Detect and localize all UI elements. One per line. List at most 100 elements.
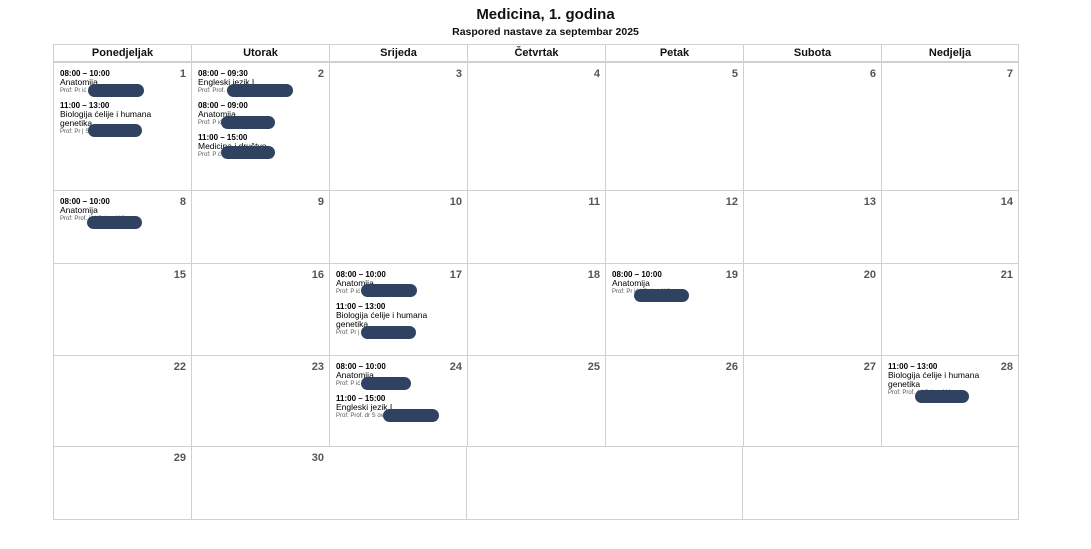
class-event[interactable]: 08:00 – 09:30 Engleski jezik I Prof: Pro… bbox=[198, 69, 309, 97]
day-cell[interactable]: 14 bbox=[881, 190, 1019, 264]
day-cell[interactable]: 24 08:00 – 10:00 Anatomija Prof: P ić | … bbox=[329, 355, 468, 447]
class-event[interactable]: 08:00 – 09:00 Anatomija Prof: P ić | Sob… bbox=[198, 101, 309, 129]
day-number: 7 bbox=[1006, 68, 1013, 80]
day-number: 15 bbox=[173, 269, 186, 281]
event-professor-room: Prof: Prof. ć | Soba: 111 bbox=[888, 389, 998, 403]
class-event[interactable]: 11:00 – 15:00 Engleski jezik I Prof: Pro… bbox=[336, 394, 447, 422]
weekday-header: Nedjelja bbox=[881, 44, 1019, 62]
event-professor-room: Prof: Prof. dr dović | Soba: 312 bbox=[198, 84, 318, 97]
day-cell[interactable]: 23 bbox=[191, 355, 330, 447]
event-time: 11:00 – 13:00 bbox=[60, 101, 110, 110]
day-cell[interactable]: 5 bbox=[605, 62, 744, 191]
day-number: 23 bbox=[311, 361, 324, 373]
day-number: 20 bbox=[863, 269, 876, 281]
day-cell[interactable]: 16 bbox=[191, 263, 330, 356]
day-cell[interactable]: 2 08:00 – 09:30 Engleski jezik I Prof: P… bbox=[191, 62, 330, 191]
day-cell[interactable]: 13 bbox=[743, 190, 882, 264]
event-time: 11:00 – 15:00 bbox=[336, 394, 386, 403]
day-cell[interactable]: 19 08:00 – 10:00 Anatomija Prof: Pr ić |… bbox=[605, 263, 744, 356]
day-cell[interactable]: 29 bbox=[53, 446, 192, 520]
event-time: 08:00 – 10:00 bbox=[336, 362, 386, 371]
day-number: 5 bbox=[731, 68, 738, 80]
event-subject: Biologija ćelije i humana genetika bbox=[888, 370, 980, 389]
class-event[interactable]: 08:00 – 10:00 Anatomija Prof: Prof. ić |… bbox=[60, 197, 171, 229]
day-number: 16 bbox=[311, 269, 324, 281]
calendar-grid: Ponedjeljak Utorak Srijeda Četvrtak Peta… bbox=[53, 44, 1019, 520]
event-professor-room: Prof: P ić | Soba: 110 bbox=[336, 377, 447, 390]
event-professor-room: Prof: Prof. ić | Soba: 110 bbox=[60, 215, 171, 229]
day-number: 27 bbox=[863, 361, 876, 373]
event-subject: Anatomija bbox=[60, 77, 98, 87]
day-cell[interactable]: 26 bbox=[605, 355, 744, 447]
day-cell[interactable]: 8 08:00 – 10:00 Anatomija Prof: Prof. ić… bbox=[53, 190, 192, 264]
event-time: 08:00 – 10:00 bbox=[60, 197, 110, 206]
day-cell[interactable]: 4 bbox=[467, 62, 606, 191]
day-cell[interactable]: 17 08:00 – 10:00 Anatomija Prof: P ić | … bbox=[329, 263, 468, 356]
day-number: 4 bbox=[593, 68, 600, 80]
class-event[interactable]: 11:00 – 15:00 Medicina i društvo Prof: P… bbox=[198, 133, 309, 159]
day-number: 8 bbox=[179, 196, 186, 208]
redaction-mark bbox=[88, 124, 142, 137]
class-event[interactable]: 11:00 – 13:00 Biologija ćelije i humana … bbox=[336, 302, 447, 339]
event-professor-room: Prof: P ić | Soba: 110 bbox=[336, 284, 447, 297]
day-cell[interactable]: 7 bbox=[881, 62, 1019, 191]
event-subject: Anatomija bbox=[612, 278, 650, 288]
redaction-mark bbox=[383, 409, 439, 422]
class-event[interactable]: 08:00 – 10:00 Anatomija Prof: P ić | Sob… bbox=[336, 270, 447, 297]
redaction-mark bbox=[361, 377, 411, 390]
day-cell[interactable]: 15 bbox=[53, 263, 192, 356]
day-number: 19 bbox=[725, 269, 738, 281]
class-event[interactable]: 08:00 – 10:00 Anatomija Prof: P ić | Sob… bbox=[336, 362, 447, 390]
day-cell[interactable]: 28 11:00 – 13:00 Biologija ćelije i huma… bbox=[881, 355, 1019, 447]
day-cell[interactable]: 27 bbox=[743, 355, 882, 447]
event-professor-room: Prof: Prof. dr S ović | Soba: 312 bbox=[336, 409, 456, 422]
redaction-mark bbox=[361, 326, 416, 339]
event-subject: Anatomija bbox=[336, 278, 374, 288]
event-subject: Biologija ćelije i humana genetika bbox=[336, 310, 428, 329]
day-number: 11 bbox=[588, 196, 600, 208]
redaction-mark bbox=[915, 390, 969, 403]
day-cell[interactable]: 20 bbox=[743, 263, 882, 356]
redaction-mark bbox=[221, 146, 275, 159]
day-cell[interactable]: 18 bbox=[467, 263, 606, 356]
day-number: 30 bbox=[311, 452, 324, 464]
event-professor-room: Prof: P ić | Soba: 110 bbox=[198, 116, 309, 129]
day-cell[interactable]: 22 bbox=[53, 355, 192, 447]
event-time: 08:00 – 09:30 bbox=[198, 69, 248, 78]
day-number: 2 bbox=[317, 68, 324, 80]
redaction-mark bbox=[88, 84, 144, 97]
day-cell[interactable]: 9 bbox=[191, 190, 330, 264]
class-event[interactable]: 11:00 – 13:00 Biologija ćelije i humana … bbox=[888, 362, 998, 403]
event-time: 08:00 – 10:00 bbox=[612, 270, 662, 279]
day-cell[interactable]: 6 bbox=[743, 62, 882, 191]
redaction-mark bbox=[634, 289, 689, 302]
day-cell[interactable]: 12 bbox=[605, 190, 744, 264]
redaction-mark bbox=[87, 216, 142, 229]
day-number: 28 bbox=[1000, 361, 1013, 373]
event-time: 11:00 – 13:00 bbox=[888, 362, 938, 371]
day-number: 22 bbox=[173, 361, 186, 373]
day-number: 14 bbox=[1000, 196, 1013, 208]
day-cell[interactable]: 11 bbox=[467, 190, 606, 264]
day-number: 26 bbox=[725, 361, 738, 373]
class-event[interactable]: 08:00 – 10:00 Anatomija Prof: Pr ić | So… bbox=[612, 270, 723, 302]
day-number: 25 bbox=[587, 361, 600, 373]
event-time: 08:00 – 10:00 bbox=[336, 270, 386, 279]
weekday-header: Petak bbox=[605, 44, 744, 62]
empty-trailing-area bbox=[329, 446, 1019, 520]
event-subject: Biologija ćelije i humana genetika bbox=[60, 109, 152, 128]
day-cell[interactable]: 3 bbox=[329, 62, 468, 191]
grid-divider bbox=[466, 447, 467, 519]
class-event[interactable]: 08:00 – 10:00 Anatomija Prof: Pr ić | So… bbox=[60, 69, 171, 97]
day-number: 18 bbox=[587, 269, 600, 281]
page-subtitle: Raspored nastave za septembar 2025 bbox=[452, 26, 639, 38]
day-cell[interactable]: 1 08:00 – 10:00 Anatomija Prof: Pr ić | … bbox=[53, 62, 192, 191]
day-cell[interactable]: 21 bbox=[881, 263, 1019, 356]
day-cell[interactable]: 25 bbox=[467, 355, 606, 447]
day-cell[interactable]: 10 bbox=[329, 190, 468, 264]
day-cell[interactable]: 30 bbox=[191, 446, 330, 520]
event-time: 08:00 – 09:00 bbox=[198, 101, 248, 110]
class-event[interactable]: 11:00 – 13:00 Biologija ćelije i humana … bbox=[60, 101, 171, 137]
redaction-mark bbox=[361, 284, 417, 297]
day-number: 29 bbox=[173, 452, 186, 464]
